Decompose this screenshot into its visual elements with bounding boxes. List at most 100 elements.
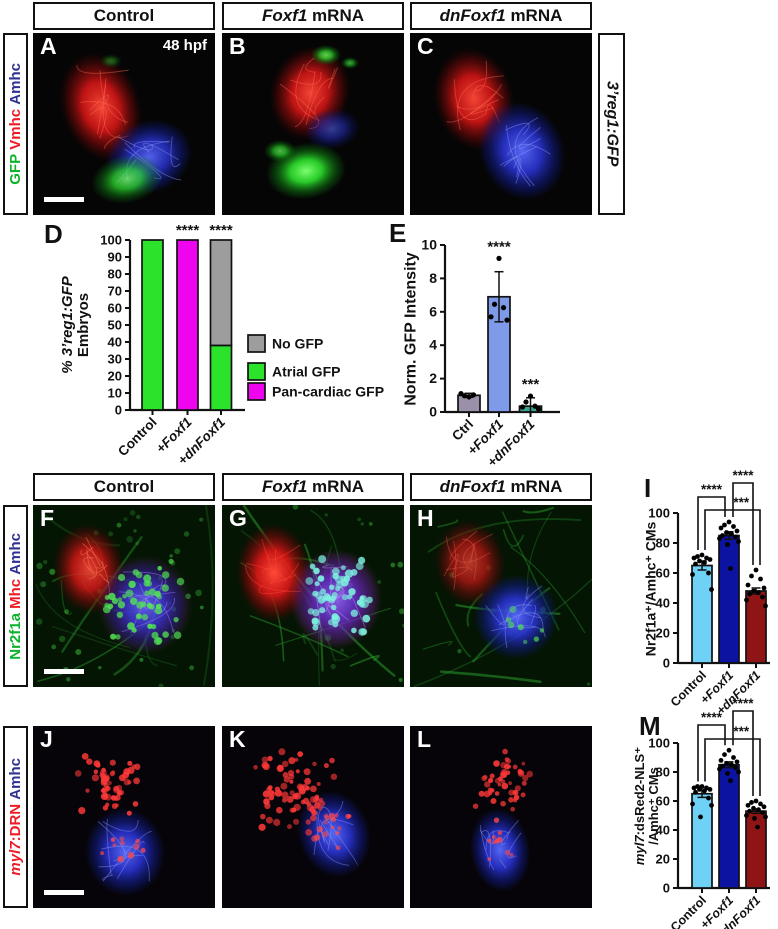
data-point — [752, 816, 757, 821]
tissue-strand — [435, 591, 472, 658]
panel-letter-c: C — [417, 33, 434, 59]
background-nucleus — [169, 554, 173, 558]
significance-stars: **** — [732, 696, 754, 711]
nucleus-dot — [281, 760, 289, 768]
myofibril-texture — [85, 536, 101, 567]
myofibril-texture — [323, 815, 358, 866]
nucleus-dot — [126, 810, 132, 816]
chamber-blob — [311, 45, 341, 65]
nucleus-dot — [509, 605, 517, 613]
data-point — [724, 530, 729, 535]
data-point — [761, 585, 767, 591]
nucleus-dot — [100, 851, 105, 856]
data-point — [745, 582, 751, 588]
nucleus-dot — [78, 807, 86, 815]
channel-mhc-label: Mhc — [7, 578, 24, 609]
legend-label: No GFP — [272, 336, 323, 352]
nucleus-dot — [360, 628, 368, 636]
nucleus-dot — [521, 761, 526, 766]
nucleus-dot — [494, 791, 500, 796]
data-point — [702, 788, 707, 794]
nucleus-dot — [504, 757, 510, 762]
y-tick-label: 10 — [108, 386, 122, 401]
data-point — [458, 391, 464, 397]
data-point — [726, 747, 732, 753]
data-point — [693, 789, 698, 795]
channel-amhc-label-row3: Amhc — [7, 532, 24, 575]
nucleus-dot — [497, 782, 502, 787]
nucleus-dot — [102, 605, 111, 614]
background-nucleus — [330, 663, 336, 670]
panel-letter-b: B — [229, 33, 246, 59]
nucleus-dot — [119, 836, 125, 842]
myofibril-texture — [513, 158, 520, 177]
chart-m-canvas: 020406080100Control+Foxf1+dnFoxf1*******… — [648, 696, 770, 929]
background-nucleus — [66, 677, 71, 682]
nucleus-dot — [503, 773, 508, 778]
nucleus-dot — [287, 824, 292, 830]
data-point — [523, 399, 529, 405]
panel-letter-e: E — [389, 218, 407, 248]
nucleus-dot — [324, 813, 329, 818]
nucleus-dot — [260, 813, 266, 820]
tissue-strand — [502, 529, 525, 547]
data-point — [756, 590, 761, 595]
nucleus-dot — [109, 759, 116, 766]
myofibril-texture — [525, 586, 529, 600]
background-nucleus — [36, 618, 43, 625]
panel-letter-l: L — [417, 726, 432, 752]
reporter-label: 3’reg1:GFP — [603, 81, 621, 167]
myofibril-texture — [472, 85, 504, 99]
y-tick-label: 6 — [429, 303, 437, 319]
micrograph-panel-c: C — [410, 33, 592, 215]
data-point — [734, 759, 740, 765]
data-point — [702, 560, 707, 565]
y-tick-label: 60 — [108, 301, 122, 316]
myofibril-texture — [96, 78, 107, 135]
nucleus-dot — [489, 773, 495, 779]
myofibril-texture — [102, 874, 114, 881]
scale-bar — [44, 890, 84, 895]
myofibril-texture — [89, 106, 107, 139]
chamber-blob — [100, 54, 122, 68]
nucleus-dot — [108, 592, 116, 601]
y-tick-label: 2 — [429, 370, 437, 386]
legend-swatch — [247, 362, 266, 381]
nucleus-dot — [91, 774, 99, 782]
nucleus-dot — [488, 778, 493, 783]
micrograph-k-image — [222, 726, 404, 908]
nucleus-dot — [141, 613, 149, 621]
nucleus-dot — [96, 763, 101, 768]
nucleus-dot — [513, 790, 518, 795]
data-point — [747, 808, 752, 814]
data-point — [707, 557, 713, 562]
tissue-strand — [51, 626, 178, 667]
nucleus-dot — [273, 818, 281, 826]
y-tick-label: 40 — [108, 335, 122, 350]
nucleus-dot — [133, 777, 140, 785]
significance-stars: **** — [701, 710, 723, 725]
y-tick-label: 8 — [429, 270, 437, 286]
row3-column-header-foxf1-mrna: Foxf1 mRNA — [222, 473, 404, 501]
y-tick-label: 20 — [656, 852, 670, 867]
nucleus-dot — [494, 777, 501, 784]
background-nucleus — [457, 649, 462, 654]
myofibril-texture — [290, 72, 322, 85]
myofibril-texture — [443, 554, 459, 577]
myofibril-texture — [499, 859, 507, 869]
y-tick-label: 80 — [656, 765, 670, 780]
row3-channel-label: Nr2f1a Mhc Amhc — [7, 532, 24, 660]
data-point — [491, 301, 498, 307]
background-nucleus — [40, 581, 47, 588]
nucleus-dot — [278, 748, 286, 756]
data-point — [720, 533, 725, 538]
nucleus-dot — [322, 831, 329, 838]
y-tick-label: 20 — [108, 369, 122, 384]
data-point — [733, 765, 738, 771]
myofibril-texture — [328, 67, 339, 89]
data-point — [720, 763, 725, 769]
nucleus-dot — [274, 786, 281, 792]
chamber-blob — [478, 102, 566, 200]
nucleus-dot — [335, 845, 341, 851]
myofibril-texture — [82, 543, 104, 569]
